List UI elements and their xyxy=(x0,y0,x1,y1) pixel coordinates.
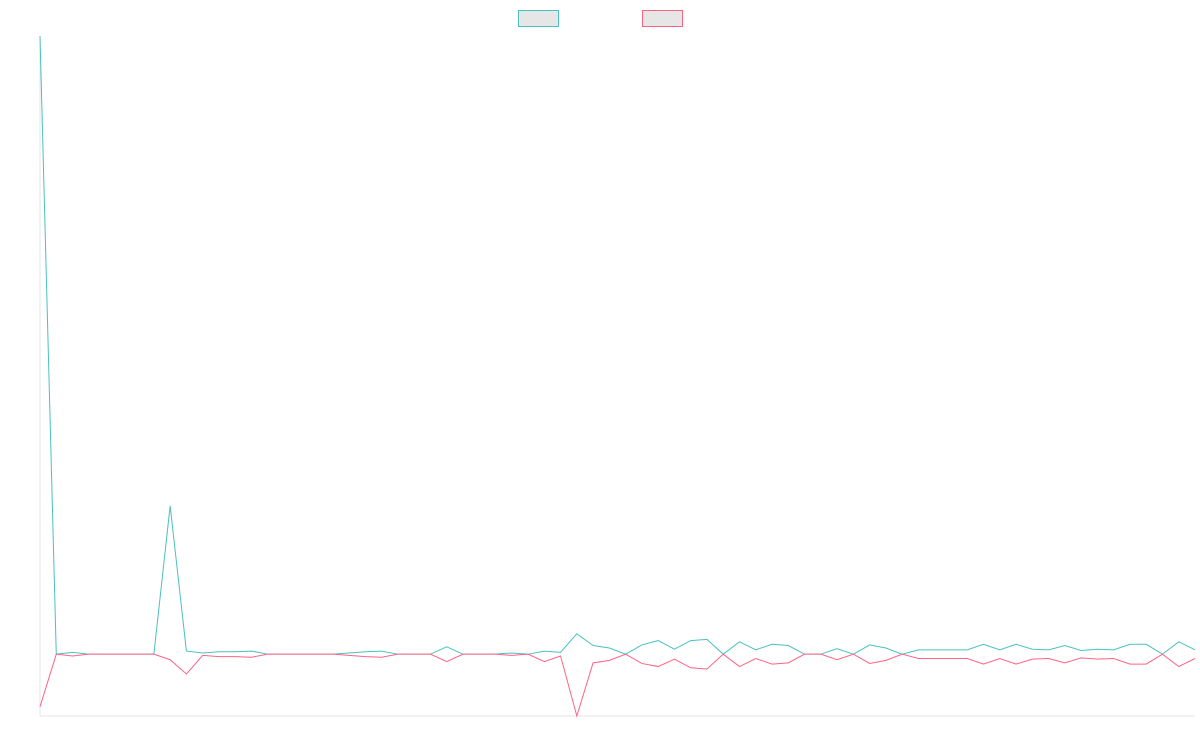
legend-item-2[interactable] xyxy=(642,10,683,27)
legend[interactable] xyxy=(518,10,683,27)
axes xyxy=(39,36,1195,717)
series-line-2 xyxy=(39,653,1196,718)
series-line-1 xyxy=(39,35,1196,655)
series-lines xyxy=(39,35,1196,718)
legend-item-1[interactable] xyxy=(518,10,559,27)
